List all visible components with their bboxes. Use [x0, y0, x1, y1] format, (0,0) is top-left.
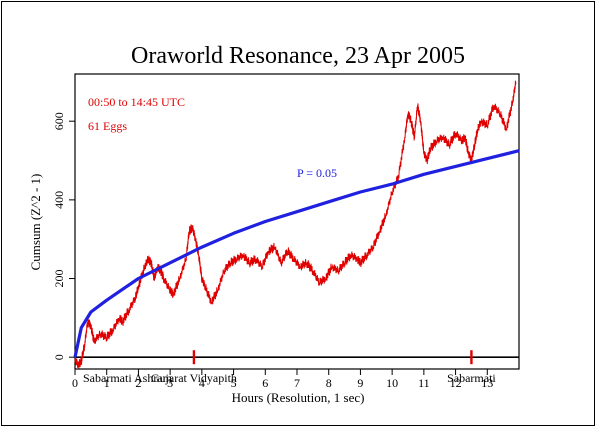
x-tick-label: 6: [262, 376, 268, 390]
series-layer: [73, 80, 520, 369]
event-label: Sabarmati Ashram: [83, 371, 173, 385]
event-label: Gujarat Vidyapith: [151, 371, 237, 385]
event-label: Sabarmati: [447, 371, 496, 385]
x-tick-label: 9: [357, 376, 363, 390]
x-tick-label: 1: [104, 376, 110, 390]
x-tick-label: 2: [135, 376, 141, 390]
x-tick-label: 8: [326, 376, 332, 390]
x-axis: 0 1 2 3 4 5 6 7 8 9 10 11 12 13: [72, 369, 493, 390]
y-tick-label: 600: [52, 112, 66, 130]
x-tick-label: 12: [450, 376, 462, 390]
x-tick-label: 11: [418, 376, 430, 390]
y-tick-label: 0: [52, 354, 66, 360]
x-tick-label: 0: [72, 376, 78, 390]
x-tick-label: 5: [231, 376, 237, 390]
p-value-label: P = 0.05: [297, 166, 337, 180]
x-tick-label: 10: [386, 376, 398, 390]
x-tick-label: 7: [294, 376, 300, 390]
y-tick-label: 200: [52, 270, 66, 288]
series-p005-envelope: [73, 149, 520, 358]
y-axis-label: Cumsum (Z^2 - 1): [28, 174, 43, 271]
time-range-annotation: 00:50 to 14:45 UTC: [88, 95, 185, 109]
x-tick-label: 4: [199, 376, 205, 390]
x-axis-label: Hours (Resolution, 1 sec): [232, 390, 365, 405]
y-tick-label: 400: [52, 191, 66, 209]
y-axis: 0 200 400 600: [52, 112, 75, 360]
x-tick-label: 13: [481, 376, 493, 390]
eggs-annotation: 61 Eggs: [88, 119, 127, 133]
x-tick-label: 3: [167, 376, 173, 390]
chart-title: Oraworld Resonance, 23 Apr 2005: [131, 43, 465, 69]
